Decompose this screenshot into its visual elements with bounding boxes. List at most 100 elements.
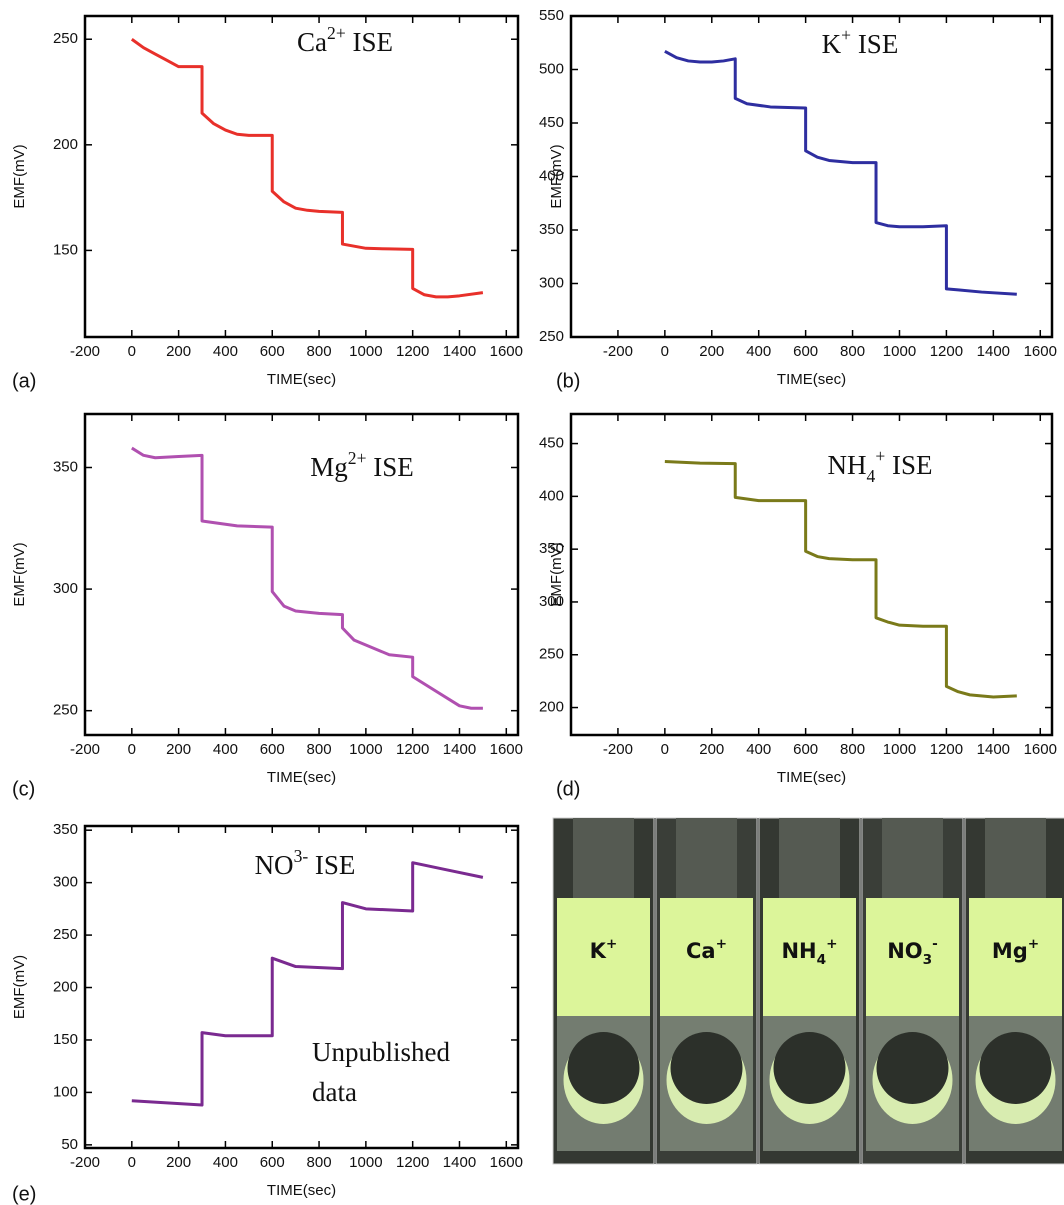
y-tick-label: 200 bbox=[539, 699, 564, 716]
sensor-card bbox=[557, 898, 650, 1016]
x-axis-label: TIME(sec) bbox=[267, 1182, 336, 1199]
x-tick-label: 1000 bbox=[349, 741, 382, 758]
sensor-card bbox=[660, 898, 753, 1016]
x-tick-label: -200 bbox=[603, 343, 633, 360]
sensor-card bbox=[969, 898, 1062, 1016]
y-tick-label: 400 bbox=[539, 487, 564, 504]
annotation: Unpublished bbox=[312, 1037, 450, 1067]
panel-label: (a) bbox=[12, 370, 36, 392]
sensor-electrode bbox=[773, 1032, 846, 1104]
y-tick-label: 350 bbox=[539, 221, 564, 238]
text-part: ISE bbox=[366, 452, 413, 482]
x-tick-label: 600 bbox=[793, 343, 818, 360]
x-tick-label: 1600 bbox=[1024, 741, 1057, 758]
text-part: NH bbox=[828, 450, 867, 480]
chart-title: NO3- ISE bbox=[255, 846, 356, 880]
x-tick-label: 1000 bbox=[349, 343, 382, 360]
text-part: ISE bbox=[851, 29, 898, 59]
x-tick-label: 1400 bbox=[443, 741, 476, 758]
sensor-electrode bbox=[567, 1032, 640, 1104]
text-part: + bbox=[875, 446, 885, 466]
text-part: NH bbox=[781, 939, 816, 963]
y-axis-label: EMF(mV) bbox=[548, 144, 565, 208]
y-tick-label: 300 bbox=[539, 274, 564, 291]
x-tick-label: 0 bbox=[128, 343, 136, 360]
x-tick-label: 1400 bbox=[443, 1154, 476, 1171]
x-tick-label: 600 bbox=[793, 741, 818, 758]
sensor-electrode bbox=[670, 1032, 743, 1104]
text-part: 2+ bbox=[327, 23, 346, 43]
text-part: 2+ bbox=[348, 448, 367, 468]
chart-title: K+ ISE bbox=[822, 25, 899, 59]
x-tick-label: 0 bbox=[128, 1154, 136, 1171]
strip-top bbox=[985, 818, 1046, 898]
panel-label: (b) bbox=[556, 370, 580, 392]
x-tick-label: -200 bbox=[603, 741, 633, 758]
data-line bbox=[131, 861, 484, 1107]
x-tick-label: 800 bbox=[307, 741, 332, 758]
plot-frame bbox=[83, 824, 520, 1150]
x-tick-label: 1000 bbox=[349, 1154, 382, 1171]
x-axis-label: TIME(sec) bbox=[777, 371, 846, 388]
data-line bbox=[664, 49, 1017, 296]
x-tick-label: 200 bbox=[166, 1154, 191, 1171]
chart-title: Ca2+ ISE bbox=[297, 23, 393, 57]
text-part: 4 bbox=[867, 466, 876, 486]
x-tick-label: -200 bbox=[70, 741, 100, 758]
x-tick-label: 200 bbox=[699, 741, 724, 758]
y-tick-label: 250 bbox=[53, 702, 78, 719]
text-part: + bbox=[841, 25, 851, 45]
data-line bbox=[130, 38, 484, 299]
y-axis-label: EMF(mV) bbox=[11, 542, 28, 606]
y-tick-label: 400 bbox=[539, 167, 564, 184]
chart-title: Mg2+ ISE bbox=[310, 448, 413, 482]
y-tick-label: 350 bbox=[53, 458, 78, 475]
x-tick-label: 0 bbox=[128, 741, 136, 758]
y-tick-label: 300 bbox=[53, 874, 78, 891]
strip-top bbox=[779, 818, 840, 898]
x-tick-label: 400 bbox=[213, 1154, 238, 1171]
x-tick-label: 200 bbox=[166, 741, 191, 758]
strip-label: NH4+ bbox=[781, 936, 837, 968]
y-axis-label: EMF(mV) bbox=[11, 144, 28, 208]
strip-top bbox=[573, 818, 634, 898]
x-tick-label: 600 bbox=[260, 343, 285, 360]
x-tick-label: 400 bbox=[213, 343, 238, 360]
y-tick-label: 450 bbox=[539, 435, 564, 452]
text-part: + bbox=[606, 936, 617, 952]
text-part: 3- bbox=[294, 846, 309, 866]
panel-label: (e) bbox=[12, 1183, 36, 1205]
x-tick-label: 1200 bbox=[396, 343, 429, 360]
text-part: Mg bbox=[992, 939, 1028, 963]
strip-top bbox=[676, 818, 737, 898]
y-axis-label: EMF(mV) bbox=[11, 955, 28, 1019]
x-tick-label: 1600 bbox=[490, 343, 523, 360]
y-tick-label: 300 bbox=[539, 593, 564, 610]
y-tick-label: 250 bbox=[53, 30, 78, 47]
x-tick-label: 0 bbox=[661, 741, 669, 758]
chart-title: NH4+ ISE bbox=[828, 446, 933, 486]
y-tick-label: 450 bbox=[539, 114, 564, 131]
text-part: K bbox=[590, 939, 607, 963]
x-tick-label: 1200 bbox=[396, 741, 429, 758]
x-tick-label: 1600 bbox=[490, 741, 523, 758]
text-part: NO bbox=[887, 939, 922, 963]
sensor-electrode bbox=[979, 1032, 1052, 1104]
data-line bbox=[131, 446, 483, 710]
y-tick-label: 350 bbox=[53, 821, 78, 838]
sensor-electrode bbox=[876, 1032, 949, 1104]
sensor-card bbox=[866, 898, 959, 1016]
text-part: Ca bbox=[297, 27, 327, 57]
text-part: - bbox=[932, 936, 938, 952]
strip-label: K+ bbox=[590, 936, 618, 963]
x-tick-label: 1600 bbox=[490, 1154, 523, 1171]
panel-label: (d) bbox=[556, 778, 580, 800]
text-part: ISE bbox=[885, 450, 932, 480]
y-tick-label: 550 bbox=[539, 7, 564, 24]
y-tick-label: 50 bbox=[61, 1136, 78, 1153]
x-tick-label: 400 bbox=[746, 343, 771, 360]
x-tick-label: 1400 bbox=[977, 741, 1010, 758]
x-tick-label: 600 bbox=[260, 1154, 285, 1171]
x-tick-label: 200 bbox=[699, 343, 724, 360]
